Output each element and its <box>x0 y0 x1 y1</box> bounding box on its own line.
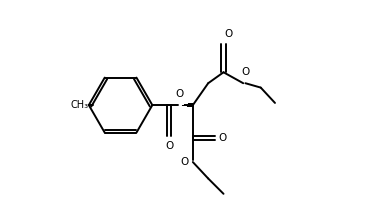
Text: CH₃: CH₃ <box>71 100 89 110</box>
Text: O: O <box>225 29 233 39</box>
Text: O: O <box>241 67 250 77</box>
Text: O: O <box>218 133 226 143</box>
Text: O: O <box>176 88 184 99</box>
Text: O: O <box>180 157 188 167</box>
Text: O: O <box>166 141 174 151</box>
